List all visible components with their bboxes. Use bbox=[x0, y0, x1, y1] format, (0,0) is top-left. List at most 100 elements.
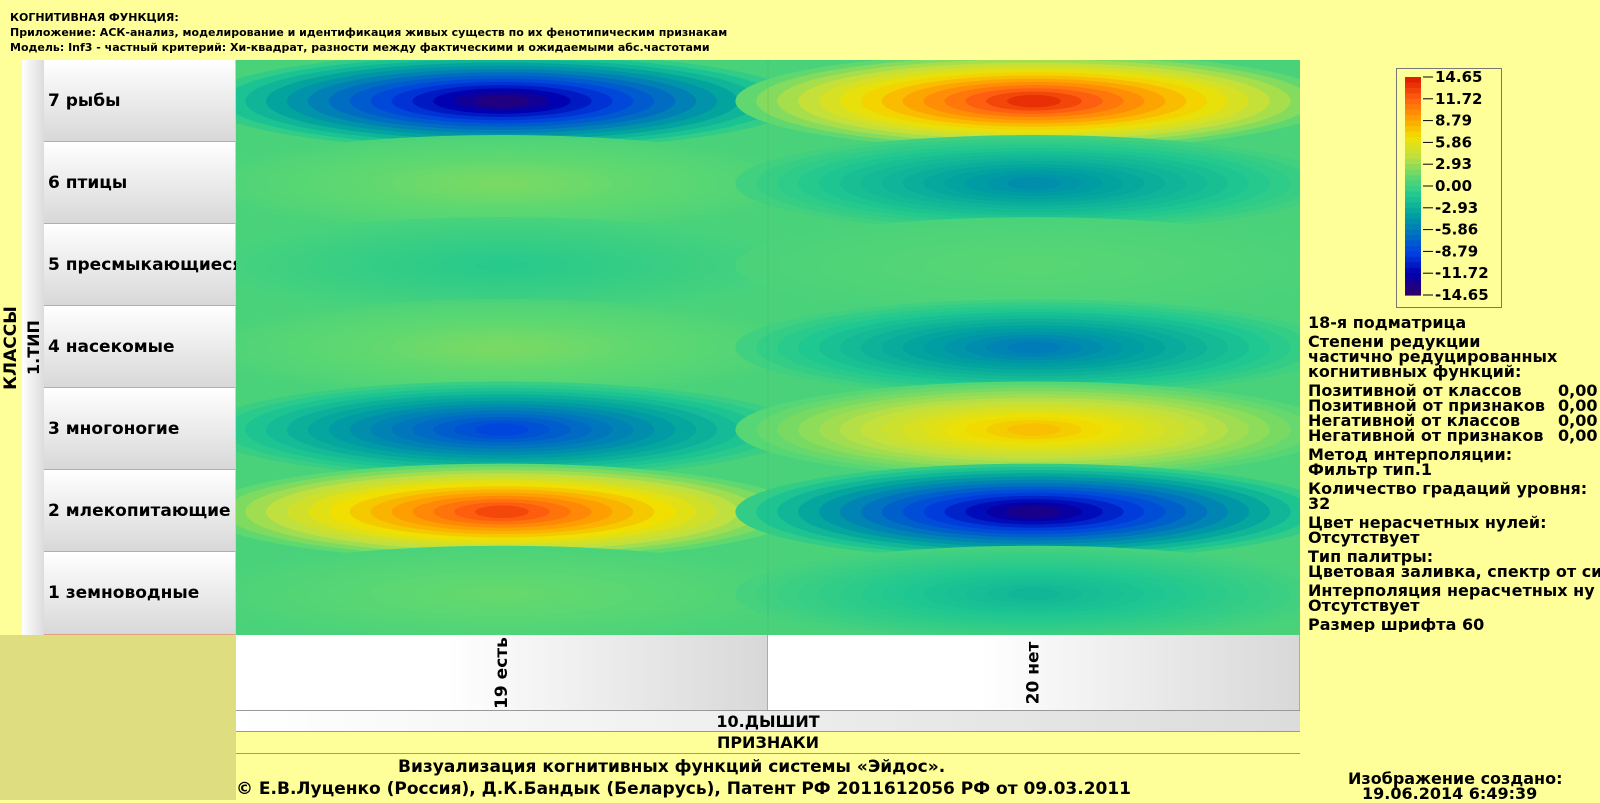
reduction-value: 0,00 bbox=[1558, 381, 1598, 400]
legend-swatch bbox=[1405, 109, 1421, 116]
legend-swatch bbox=[1405, 229, 1421, 236]
legend-swatch bbox=[1405, 180, 1421, 187]
zero-color-label: Цвет нерасчетных нулей: bbox=[1308, 513, 1547, 532]
footer-copyright: © Е.В.Луценко (Россия), Д.К.Бандык (Бела… bbox=[236, 779, 1132, 799]
legend-swatch bbox=[1405, 224, 1421, 231]
classes-label: КЛАССЫ bbox=[1, 305, 21, 390]
legend-swatch bbox=[1405, 278, 1421, 285]
grad-value: 32 bbox=[1308, 494, 1331, 513]
heatmap-cell-contour bbox=[1007, 587, 1061, 601]
title-line-1: КОГНИТИВНАЯ ФУНКЦИЯ: bbox=[10, 11, 179, 24]
legend-swatch bbox=[1405, 120, 1421, 127]
heatmap-cell-contour bbox=[475, 176, 529, 190]
reduction-row: Негативной от классов 0,00 bbox=[1308, 411, 1600, 430]
reduction-value: 0,00 bbox=[1558, 411, 1598, 430]
legend-swatch bbox=[1405, 131, 1421, 138]
row-label: 2 млекопитающие bbox=[44, 470, 236, 552]
title-line-2: Приложение: АСК-анализ, моделирование и … bbox=[10, 26, 728, 39]
heatmap-plot bbox=[236, 60, 1300, 635]
row-label: 6 птицы bbox=[44, 142, 236, 224]
legend-tick-label: 2.93 bbox=[1435, 155, 1472, 173]
reduction-value: 0,00 bbox=[1558, 426, 1598, 445]
legend-swatch bbox=[1405, 196, 1421, 203]
legend-tick-label: 0.00 bbox=[1435, 177, 1472, 195]
reduction-row: Негативной от признаков 0,00 bbox=[1308, 426, 1600, 445]
submatrix-label: 18-я подматрица bbox=[1308, 315, 1467, 332]
heatmap-cell-contour bbox=[1007, 94, 1061, 108]
legend-swatch bbox=[1405, 262, 1421, 269]
created-value: 19.06.2014 6:49:39 bbox=[1362, 784, 1538, 803]
row-label: 3 многоногие bbox=[44, 388, 236, 470]
legend-swatch bbox=[1405, 251, 1421, 258]
legend-swatch bbox=[1405, 93, 1421, 100]
column-label-cell: 20 нет bbox=[768, 635, 1300, 710]
legend-swatch bbox=[1405, 240, 1421, 247]
features-label-bar: ПРИЗНАКИ bbox=[236, 732, 1300, 754]
class-group-band: 1.ТИП bbox=[22, 60, 44, 635]
interp-value: Фильтр тип.1 bbox=[1308, 460, 1432, 479]
palette-label: Тип палитры: bbox=[1308, 547, 1434, 566]
heatmap-cell-contour bbox=[1007, 423, 1061, 436]
legend-swatch bbox=[1405, 289, 1421, 296]
legend-swatch bbox=[1405, 142, 1421, 149]
color-legend: 14.65 11.72 8.79 5.86 2.93 0.00 -2.93 -5.86 -8.7… bbox=[1396, 68, 1502, 308]
reduction-value: 0,00 bbox=[1558, 396, 1598, 415]
reduction-label: Позитивной от классов bbox=[1308, 381, 1522, 400]
legend-tick-label: -11.72 bbox=[1435, 264, 1489, 282]
heatmap-cell-contour bbox=[475, 505, 529, 519]
heatmap-cell-contour bbox=[1007, 259, 1061, 272]
info-panel: 18-я подматрица Степени редукции частичн… bbox=[1308, 315, 1600, 632]
row-label: 7 рыбы bbox=[44, 60, 236, 142]
reduction-row: Позитивной от признаков 0,00 bbox=[1308, 396, 1600, 415]
column-label: 19 есть bbox=[491, 636, 512, 709]
legend-swatch bbox=[1405, 158, 1421, 165]
legend-tick-label: 5.86 bbox=[1435, 133, 1472, 151]
classes-band: КЛАССЫ bbox=[0, 60, 23, 635]
legend-tick-label: -2.93 bbox=[1435, 199, 1478, 217]
legend-tick-label: -14.65 bbox=[1435, 286, 1489, 304]
legend-tick-label: 8.79 bbox=[1435, 112, 1472, 130]
reduction-title: Степени редукции bbox=[1308, 332, 1481, 351]
reduction-label: Негативной от признаков bbox=[1308, 426, 1544, 445]
legend-swatch bbox=[1405, 218, 1421, 225]
legend-swatch bbox=[1405, 136, 1421, 143]
heatmap-cell-contour bbox=[475, 341, 529, 354]
column-label: 20 нет bbox=[1023, 641, 1044, 704]
legend-swatch bbox=[1405, 186, 1421, 193]
heatmap-cell-contour bbox=[475, 423, 529, 436]
row-label: 5 пресмыкающиеся bbox=[44, 224, 243, 306]
interp-label: Метод интерполяции: bbox=[1308, 445, 1513, 464]
legend-swatch bbox=[1405, 256, 1421, 263]
reduction-line: когнитивных функций: bbox=[1308, 362, 1522, 381]
zero-interp-label: Интерполяция нерасчетных ну bbox=[1308, 581, 1595, 600]
feature-group-bar: 10.ДЫШИТ bbox=[236, 710, 1300, 732]
legend-swatch bbox=[1405, 202, 1421, 209]
grad-label: Количество градаций уровня: bbox=[1308, 479, 1588, 498]
legend-swatch bbox=[1405, 213, 1421, 220]
legend-swatch bbox=[1405, 77, 1421, 84]
legend-swatch bbox=[1405, 126, 1421, 133]
reduction-label: Негативной от классов bbox=[1308, 411, 1521, 430]
row-label: 1 земноводные bbox=[44, 552, 236, 635]
legend-swatch bbox=[1405, 98, 1421, 105]
bottom-left-panel bbox=[0, 635, 236, 800]
color-legend-scale: 14.65 11.72 8.79 5.86 2.93 0.00 -2.93 -5.86 -8.7… bbox=[1405, 68, 1489, 304]
heatmap-cell-contour bbox=[1007, 176, 1061, 190]
legend-swatch bbox=[1405, 164, 1421, 171]
palette-value: Цветовая заливка, спектр от си bbox=[1308, 562, 1600, 581]
heatmap-cell-contour bbox=[475, 259, 529, 272]
legend-swatch bbox=[1405, 175, 1421, 182]
legend-swatch bbox=[1405, 87, 1421, 94]
row-label: 4 насекомые bbox=[44, 306, 236, 388]
zero-interp-value: Отсутствует bbox=[1308, 596, 1420, 615]
legend-swatch bbox=[1405, 245, 1421, 252]
created-label: Изображение создано: bbox=[1348, 769, 1563, 788]
reduction-label: Позитивной от признаков bbox=[1308, 396, 1546, 415]
legend-swatch bbox=[1405, 284, 1421, 291]
heatmap-cell-contour bbox=[1007, 341, 1061, 354]
zero-color-value: Отсутствует bbox=[1308, 528, 1420, 547]
legend-swatch bbox=[1405, 191, 1421, 198]
legend-swatch bbox=[1405, 273, 1421, 280]
column-label-cell: 19 есть bbox=[236, 635, 768, 710]
legend-swatch bbox=[1405, 153, 1421, 160]
